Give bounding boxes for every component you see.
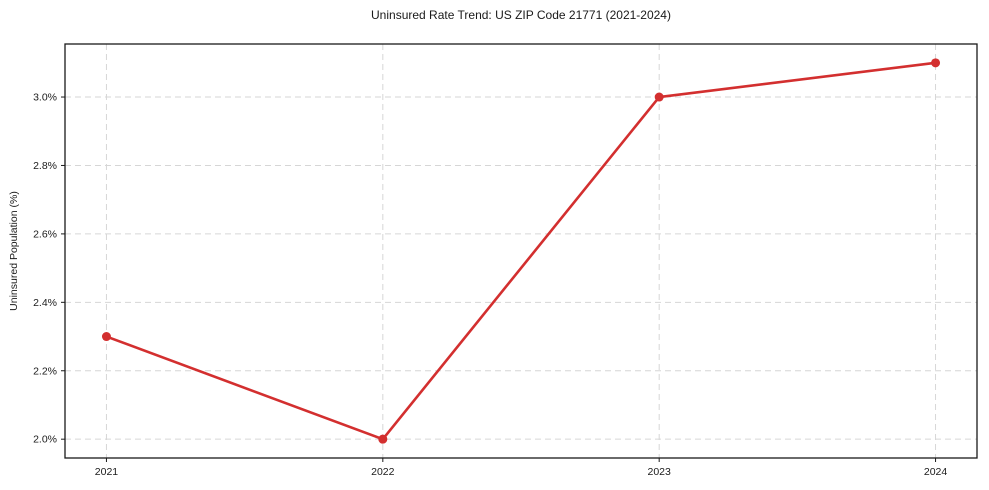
data-point-marker — [931, 58, 941, 68]
x-tick-label: 2024 — [924, 466, 948, 478]
y-tick-label: 2.6% — [33, 228, 57, 240]
data-point-marker — [101, 332, 111, 342]
data-point-marker — [378, 434, 388, 444]
y-tick-label: 2.4% — [33, 297, 57, 309]
plot-border — [64, 43, 978, 459]
x-tick-label: 2021 — [95, 466, 119, 478]
data-point-marker — [654, 92, 664, 102]
x-tick-label: 2023 — [648, 466, 672, 478]
y-tick-label: 3.0% — [33, 92, 57, 104]
trend-line — [105, 61, 937, 441]
chart-title: Uninsured Rate Trend: US ZIP Code 21771 … — [371, 8, 671, 22]
x-tick-label: 2022 — [371, 466, 395, 478]
y-tick-label: 2.2% — [33, 365, 57, 377]
y-tick-label: 2.0% — [33, 434, 57, 446]
y-tick-label: 2.8% — [33, 160, 57, 172]
